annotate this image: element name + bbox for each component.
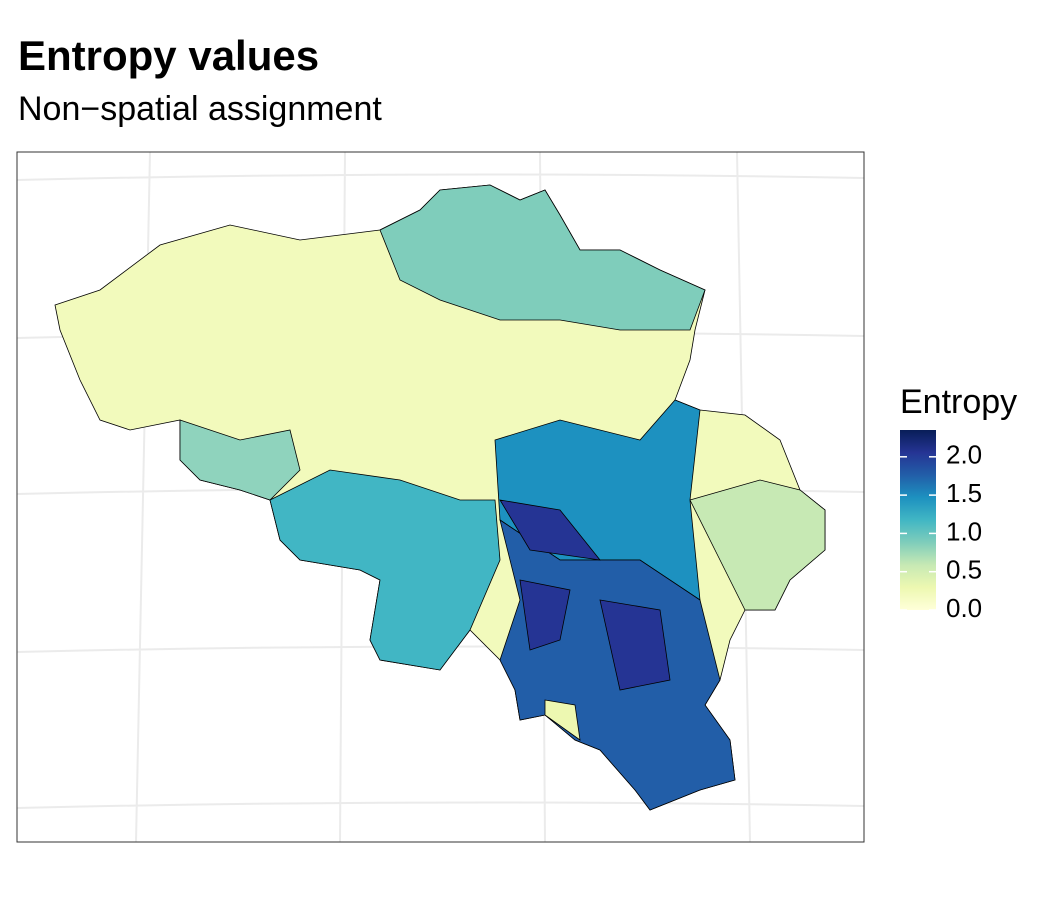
colorbar bbox=[900, 430, 936, 610]
legend-tick-label: 0.5 bbox=[946, 555, 982, 585]
panel-border bbox=[16, 151, 865, 843]
subtitle: Non−spatial assignment bbox=[18, 90, 382, 128]
legend-tick-label: 1.0 bbox=[946, 516, 982, 546]
map-panel bbox=[16, 151, 865, 843]
region bbox=[499, 499, 671, 691]
region bbox=[379, 184, 706, 331]
legend-title: Entropy bbox=[900, 383, 1017, 421]
region bbox=[544, 699, 581, 741]
region bbox=[689, 479, 826, 611]
title: Entropy values bbox=[18, 32, 319, 79]
region bbox=[269, 469, 501, 671]
legend-tick-label: 0.0 bbox=[946, 593, 982, 623]
legend-tick-label: 1.5 bbox=[946, 478, 982, 508]
legend-tick-label: 2.0 bbox=[946, 440, 982, 470]
